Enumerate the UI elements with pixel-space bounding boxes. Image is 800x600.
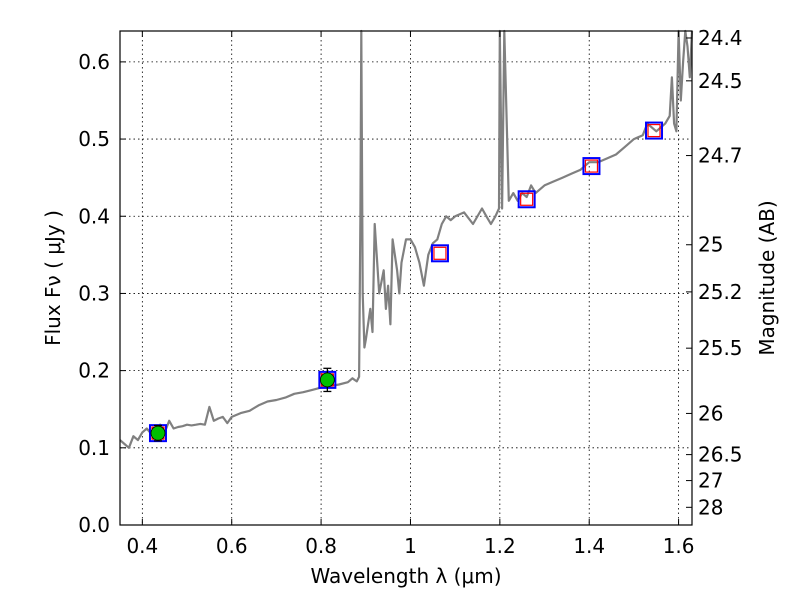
x-tick-label: 1.2 [484, 534, 516, 558]
x-tick-label: 0.6 [216, 534, 248, 558]
right-tick-label: 25.2 [698, 280, 743, 304]
x-tick-label: 1.4 [573, 534, 605, 558]
y-axis-label: Flux Fν ( μJy ) [41, 210, 65, 346]
model-inner-box [433, 246, 447, 260]
x-tick-label: 0.4 [126, 534, 158, 558]
x-tick-label: 1.6 [663, 534, 695, 558]
x-tick-label: 1 [404, 534, 417, 558]
x-axis-label: Wavelength λ (μm) [310, 564, 501, 588]
y-tick-label: 0.4 [78, 204, 110, 228]
spectrum-line [119, 29, 694, 449]
model-inner-box [584, 159, 599, 173]
spectrum-layer [119, 29, 694, 449]
plot-frame [119, 30, 693, 526]
right-tick-label: 26 [698, 401, 723, 425]
right-tick-label: 24.5 [698, 69, 743, 93]
right-tick-label: 26.5 [698, 443, 743, 467]
right-tick-label: 28 [698, 495, 723, 519]
right-tick-label: 27 [698, 469, 723, 493]
model-flux-box [517, 190, 536, 209]
photometry-points [148, 121, 664, 443]
y-tick-label: 0.3 [78, 281, 110, 305]
axis-ticks: 0.4 0.6 0.8 1 1.2 1.4 1.6 0.0 0.1 0.2 0.3 0.4 0.5 0.6… [78, 26, 742, 558]
model-flux-box [645, 121, 664, 140]
y-tick-label: 0.0 [78, 513, 110, 537]
model-flux-box [582, 157, 601, 176]
model-inner-box [647, 123, 661, 138]
grid [120, 31, 692, 526]
y-tick-label: 0.1 [78, 436, 110, 460]
right-tick-label: 25 [698, 233, 723, 257]
right-tick-label: 24.4 [698, 26, 743, 50]
observed-flux-point [319, 372, 335, 388]
y-tick-label: 0.2 [78, 359, 110, 383]
x-tick-label: 0.8 [305, 534, 337, 558]
right-tick-label: 25.5 [698, 336, 743, 360]
model-flux-box [430, 244, 449, 263]
observed-flux-point [150, 425, 166, 441]
right-tick-label: 24.7 [698, 144, 743, 168]
model-inner-box [520, 192, 534, 206]
y-tick-label: 0.6 [78, 50, 110, 74]
right-axis-label: Magnitude (AB) [755, 200, 779, 355]
y-tick-label: 0.5 [78, 127, 110, 151]
